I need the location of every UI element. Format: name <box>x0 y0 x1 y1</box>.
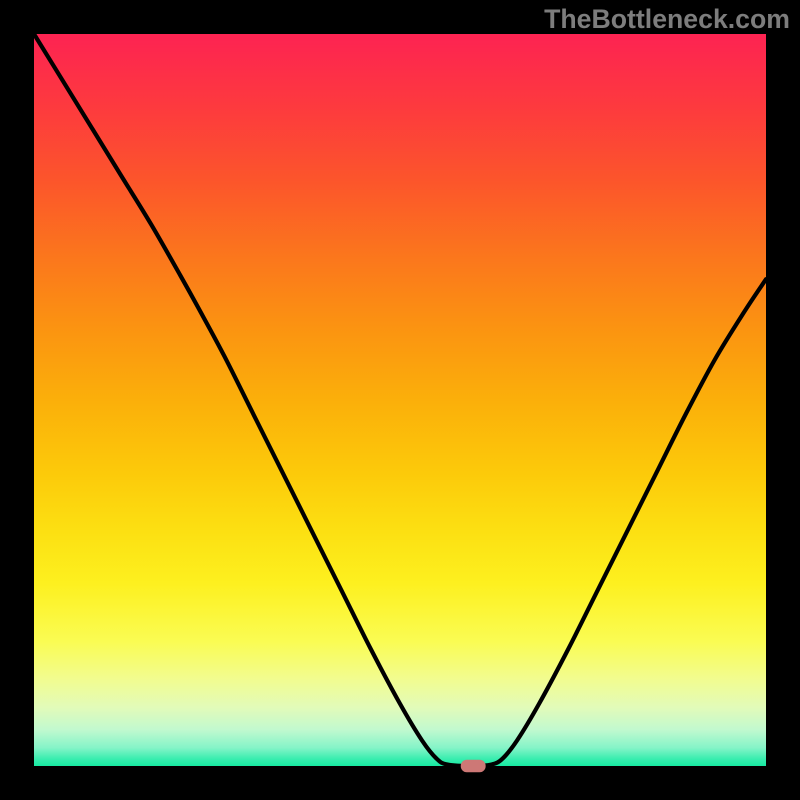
chart-container: TheBottleneck.com <box>0 0 800 800</box>
watermark-text: TheBottleneck.com <box>544 4 790 35</box>
chart-plot-area <box>34 34 766 766</box>
optimal-marker <box>461 760 486 772</box>
bottleneck-chart <box>0 0 800 800</box>
